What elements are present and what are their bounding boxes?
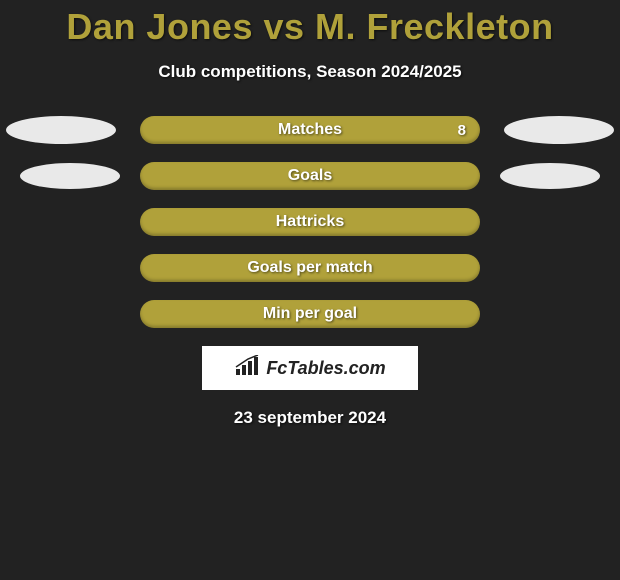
stat-row-min-per-goal: Min per goal	[0, 300, 620, 328]
left-ellipse	[6, 116, 116, 144]
stat-row-goals: Goals	[0, 162, 620, 190]
stat-label: Goals	[288, 167, 332, 185]
stat-row-matches: Matches 8	[0, 116, 620, 144]
stat-label: Goals per match	[247, 259, 372, 277]
stat-label: Matches	[278, 121, 342, 139]
stat-bar: Hattricks	[140, 208, 480, 236]
right-ellipse	[500, 163, 600, 189]
logo-box: FcTables.com	[202, 346, 418, 390]
right-ellipse	[504, 116, 614, 144]
page-title: Dan Jones vs M. Freckleton	[0, 0, 620, 48]
date-text: 23 september 2024	[0, 408, 620, 428]
stat-bar: Goals	[140, 162, 480, 190]
stat-row-goals-per-match: Goals per match	[0, 254, 620, 282]
stat-bar: Min per goal	[140, 300, 480, 328]
stat-value-right: 8	[458, 122, 466, 139]
stat-rows: Matches 8 Goals Hattricks Goals per matc…	[0, 116, 620, 328]
stat-label: Hattricks	[276, 213, 344, 231]
subtitle: Club competitions, Season 2024/2025	[0, 62, 620, 82]
stat-label: Min per goal	[263, 305, 357, 323]
stat-row-hattricks: Hattricks	[0, 208, 620, 236]
left-ellipse	[20, 163, 120, 189]
stat-bar: Matches 8	[140, 116, 480, 144]
logo-text: FcTables.com	[266, 358, 385, 379]
chart-icon	[234, 355, 260, 382]
stat-bar: Goals per match	[140, 254, 480, 282]
